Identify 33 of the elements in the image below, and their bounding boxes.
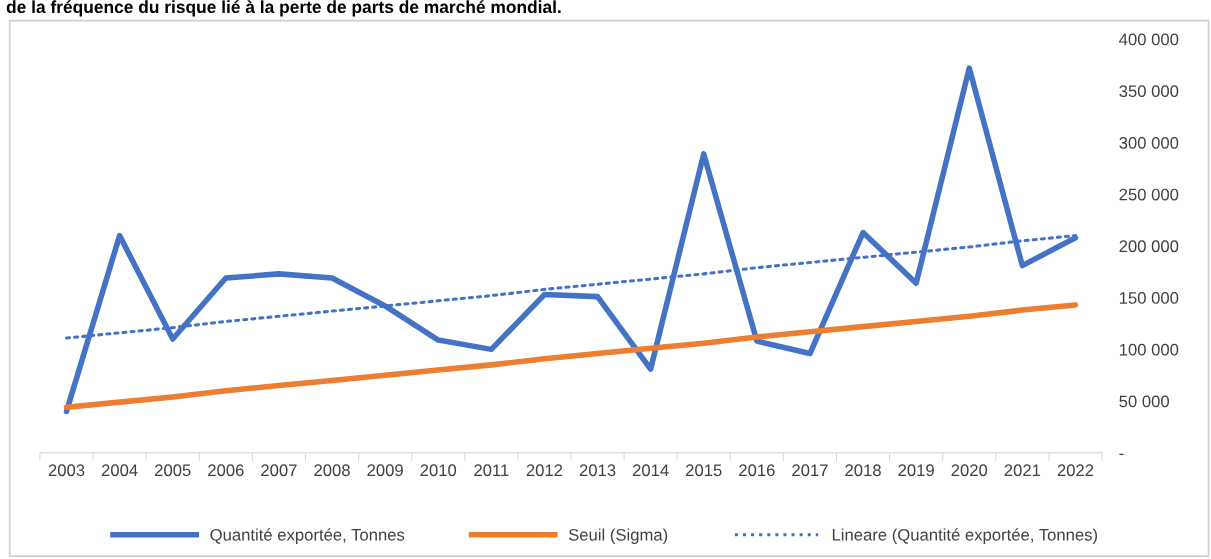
x-tick-label: 2015 (686, 464, 722, 477)
x-tick-label: 2010 (420, 464, 457, 477)
x-tick-label: 2022 (1057, 464, 1094, 477)
x-tick-label: 2003 (48, 464, 85, 477)
y-tick-label: 350 000 (1119, 85, 1179, 98)
y-tick-label: 300 000 (1119, 136, 1179, 149)
y-tick-label: 100 000 (1119, 343, 1179, 356)
chart-title: de la fréquence du risque lié à la perte de parts de marché mondial. (6, 0, 561, 17)
x-tick-label: 2019 (898, 464, 934, 477)
x-tick-label: 2017 (792, 464, 828, 477)
legend-label: Seuil (Sigma) (568, 528, 668, 544)
x-tick-label: 2021 (1004, 464, 1041, 477)
legend-label: Lineare (Quantité exportée, Tonnes) (832, 528, 1098, 544)
x-tick-label: 2007 (261, 464, 297, 477)
y-tick-label: 250 000 (1119, 188, 1179, 201)
legend-label: Quantité exportée, Tonnes (210, 528, 405, 544)
x-tick-label: 2005 (155, 464, 191, 477)
x-tick-label: 2009 (367, 464, 403, 477)
x-tick-label: 2008 (314, 464, 350, 477)
x-tick-label: 2006 (208, 464, 244, 477)
x-tick-label: 2013 (579, 464, 616, 477)
x-tick-label: 2014 (632, 464, 669, 477)
y-tick-label: 400 000 (1119, 33, 1179, 46)
x-tick-label: 2016 (739, 464, 775, 477)
x-tick-label: 2020 (951, 464, 988, 477)
y-tick-label: - (1119, 453, 1124, 456)
x-tick-label: 2004 (101, 464, 138, 477)
x-tick-label: 2018 (845, 464, 881, 477)
x-tick-label: 2012 (526, 464, 563, 477)
x-tick-label: 2011 (474, 464, 509, 477)
y-tick-label: 50 000 (1119, 395, 1169, 408)
y-tick-label: 150 000 (1119, 292, 1179, 304)
y-tick-label: 200 000 (1119, 240, 1179, 253)
